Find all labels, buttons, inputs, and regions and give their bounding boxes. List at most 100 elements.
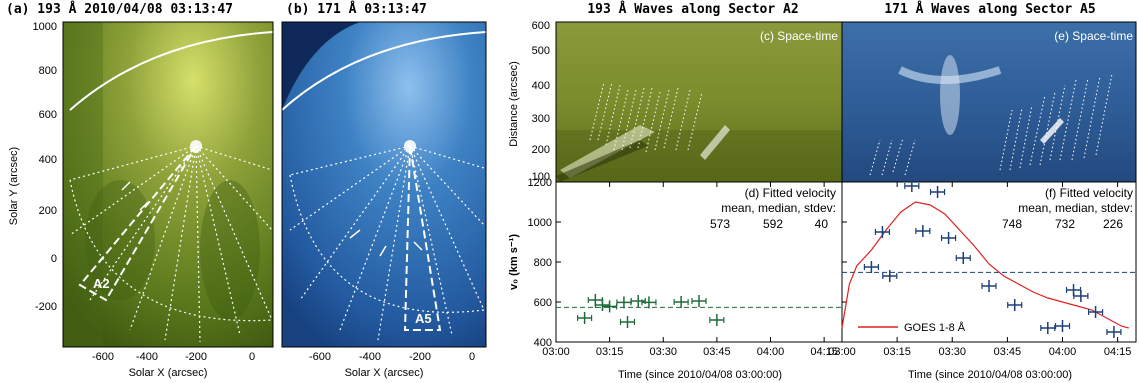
panel-d-stat-stdev: 40 <box>815 217 829 231</box>
sector-a5-outline <box>403 145 442 331</box>
panel-f-stat-median: 732 <box>1055 217 1075 231</box>
data-point <box>981 280 997 292</box>
panel-e-header: 171 Å Waves along Sector A5 <box>884 1 1095 17</box>
svg-text:-200: -200 <box>409 351 431 363</box>
x-tick-label: 04:15 <box>1104 346 1132 358</box>
svg-text:100: 100 <box>532 171 550 183</box>
svg-text:-600: -600 <box>92 351 114 363</box>
svg-text:500: 500 <box>532 45 550 57</box>
sector-a2-outline <box>78 145 197 302</box>
sector-a2-label: A2 <box>93 276 110 291</box>
panel-c-label: (c) Space-time <box>760 29 838 43</box>
svg-text:-400: -400 <box>136 351 158 363</box>
panel-b-sectors <box>289 145 485 341</box>
svg-text:0: 0 <box>249 351 255 363</box>
panel-b-frame <box>281 21 487 348</box>
data-point <box>1054 320 1071 332</box>
panel-d-frame <box>555 181 843 343</box>
panel-a-sectors <box>69 145 273 343</box>
panel-a-xticks: -600 -400 -200 0 <box>92 351 255 363</box>
svg-text:-600: -600 <box>309 351 331 363</box>
panel-f-xlabel: Time (since 2010/04/08 03:00:00) <box>908 369 1072 381</box>
svg-text:200: 200 <box>39 205 57 217</box>
data-point <box>641 296 657 309</box>
data-point <box>1073 290 1089 302</box>
data-point <box>940 232 957 244</box>
goes-curve <box>841 201 1129 329</box>
panel-a-frame <box>62 21 274 348</box>
sector-a5-label: A5 <box>415 311 432 326</box>
svg-text:800: 800 <box>39 65 57 77</box>
panel-b-xticks: -600 -400 -200 0 <box>309 351 475 363</box>
panel-b-xlabel: Solar X (arcsec) <box>345 367 424 379</box>
panel-c-header: 193 Å Waves along Sector A2 <box>587 1 798 17</box>
panel-a-xlabel: Solar X (arcsec) <box>129 367 208 379</box>
svg-text:0: 0 <box>51 253 57 265</box>
svg-text:-400: -400 <box>359 351 381 363</box>
data-point <box>915 225 931 237</box>
x-tick-label: 04:00 <box>757 346 785 358</box>
panel-e-fit-lines <box>869 73 1113 176</box>
panel-a-image <box>63 22 274 347</box>
x-tick-label: 04:00 <box>1049 346 1077 358</box>
data-point <box>709 314 725 326</box>
x-tick-label: 03:30 <box>938 346 966 358</box>
data-point <box>619 316 636 328</box>
y-tick-label: 600 <box>534 297 552 309</box>
y-tick-label: 1000 <box>528 217 552 229</box>
panel-d-plot: 03:00 03:15 03:30 03:45 04:00 04:15 1200 1000 80… <box>528 177 842 358</box>
panel-b-arrows <box>349 229 423 257</box>
data-point <box>673 296 689 308</box>
svg-text:600: 600 <box>39 109 57 121</box>
data-point <box>1087 306 1104 318</box>
panel-f-stat-mean: 748 <box>1002 217 1022 231</box>
svg-text:400: 400 <box>39 154 57 166</box>
x-tick-label: 03:00 <box>542 346 570 358</box>
panel-f-plot: 03:00 03:15 03:30 03:45 04:00 04:15 <box>828 180 1136 358</box>
panel-c-ylabel: Distance (arcsec) <box>508 61 520 147</box>
svg-text:1000: 1000 <box>33 21 57 33</box>
velocity-ylabel: v₀ (km s⁻¹) <box>508 234 520 290</box>
panel-d-stat-mean: 573 <box>710 217 730 231</box>
panel-a-ylabel: Solar Y (arcsec) <box>8 147 20 225</box>
y-tick-label: 1200 <box>528 177 552 189</box>
y-tick-label: 400 <box>534 337 552 349</box>
data-point <box>1040 322 1056 334</box>
data-point <box>955 252 971 264</box>
x-tick-label: 03:45 <box>994 346 1022 358</box>
panel-e-image <box>842 22 1136 182</box>
panel-b-title: (b) 171 Å 03:13:47 <box>286 1 427 17</box>
svg-text:-200: -200 <box>185 351 207 363</box>
data-point <box>904 180 920 192</box>
panel-d-xlabel: Time (since 2010/04/08 03:00:00) <box>618 369 782 381</box>
panel-c-image <box>556 22 842 182</box>
x-tick-label: 03:45 <box>703 346 731 358</box>
data-point <box>1007 299 1023 311</box>
panel-e-label: (e) Space-time <box>1054 29 1133 43</box>
x-tick-label: 03:00 <box>828 346 856 358</box>
data-point <box>874 226 891 238</box>
data-point <box>882 270 898 282</box>
panel-c-yticks: 600 500 400 300 200 100 <box>532 20 550 183</box>
x-tick-label: 04:15 <box>810 346 838 358</box>
svg-text:400: 400 <box>532 80 550 92</box>
panel-f-stats-header: mean, median, stdev: <box>1018 201 1133 215</box>
panel-f-stat-stdev: 226 <box>1103 217 1123 231</box>
y-tick-label: 800 <box>534 257 552 269</box>
panel-a-arrows <box>121 181 149 211</box>
svg-text:0: 0 <box>469 351 475 363</box>
data-point <box>576 312 593 324</box>
panel-a-yticks: 1000 800 600 400 200 0 -200 <box>33 21 57 313</box>
data-point <box>602 300 618 313</box>
panel-f-frame <box>841 181 1137 343</box>
panel-d-stats-header: mean, median, stdev: <box>721 201 836 215</box>
data-point <box>929 186 946 198</box>
svg-text:200: 200 <box>532 144 550 156</box>
x-tick-label: 03:15 <box>883 346 911 358</box>
panel-f-label: (f) Fitted velocity <box>1045 186 1133 200</box>
panel-a-title: (a) 193 Å 2010/04/08 03:13:47 <box>6 1 233 17</box>
panel-d-stat-median: 592 <box>763 217 783 231</box>
panel-d-label: (d) Fitted velocity <box>745 186 836 200</box>
svg-text:600: 600 <box>532 20 550 32</box>
